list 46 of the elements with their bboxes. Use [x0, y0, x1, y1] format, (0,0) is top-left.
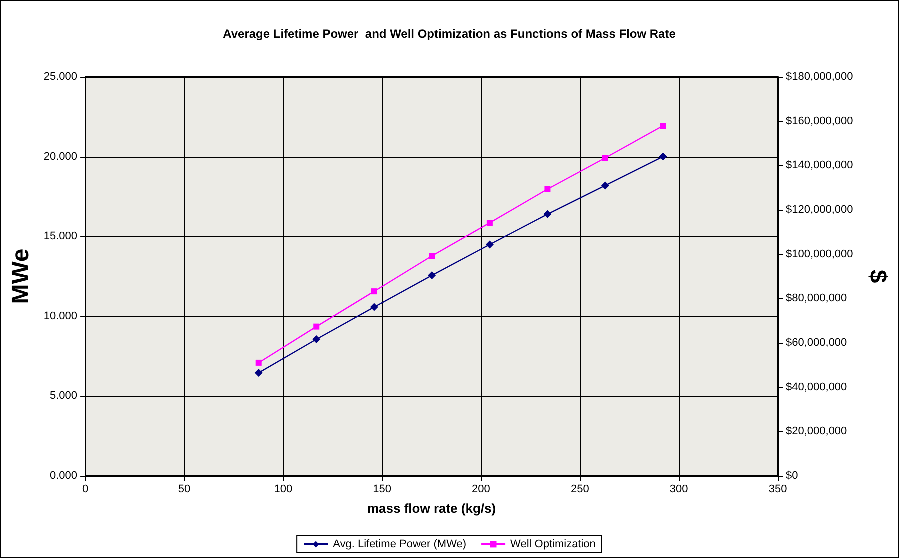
y2-tick-label: $160,000,000 — [786, 115, 854, 128]
y2-tick-label: $180,000,000 — [786, 71, 854, 83]
y2-tick-label: $0 — [786, 470, 798, 482]
y-tick-label: 5.000 — [50, 390, 78, 402]
point — [428, 272, 436, 280]
y2-tick-label: $60,000,000 — [786, 337, 848, 349]
y-tick-label: 15.000 — [44, 230, 78, 243]
legend-label: Avg. Lifetime Power (MWe) — [333, 538, 467, 550]
point — [660, 122, 666, 129]
x-tick-label: 50 — [178, 484, 191, 496]
point — [602, 155, 608, 162]
y-tick-label: 0.000 — [50, 470, 78, 482]
point — [486, 220, 493, 226]
y2-axis-title: $ — [864, 270, 892, 284]
x-tick-label: 100 — [274, 484, 293, 496]
y2-tick-label: $40,000,000 — [786, 381, 848, 394]
x-tick-label: 200 — [472, 484, 490, 496]
point — [312, 336, 321, 344]
y2-tick-label: $80,000,000 — [786, 292, 848, 305]
y-tick-label: 25.000 — [44, 71, 78, 83]
y2-tick-label: $120,000,000 — [786, 204, 854, 216]
point — [254, 369, 263, 378]
y2-tick-label: $20,000,000 — [786, 426, 848, 438]
point — [544, 186, 551, 192]
point — [429, 253, 436, 260]
x-tick-label: 250 — [570, 484, 590, 496]
y2-tick-label: $140,000,000 — [786, 160, 854, 172]
y-axis-title: MWe — [8, 248, 34, 304]
point — [256, 360, 262, 366]
point — [601, 182, 610, 190]
x-tick-label: 0 — [82, 484, 89, 496]
chart-title: Average Lifetime Power and Well Optimization as Functions of Mass Flow Rate — [223, 27, 676, 41]
legend-label: Well Optimization — [510, 538, 596, 550]
x-axis-title: mass flow rate (kg/s) — [367, 501, 496, 516]
point — [371, 288, 378, 295]
point — [370, 303, 378, 312]
x-tick-label: 300 — [670, 484, 688, 496]
y-tick-label: 10.000 — [44, 310, 78, 322]
point — [314, 324, 320, 330]
point — [486, 240, 494, 249]
point — [659, 152, 668, 161]
point — [544, 210, 552, 218]
y-tick-label: 20.000 — [44, 150, 78, 163]
y2-tick-label: $100,000,000 — [786, 248, 854, 260]
x-tick-label: 150 — [373, 484, 392, 496]
x-tick-label: 350 — [768, 484, 788, 496]
